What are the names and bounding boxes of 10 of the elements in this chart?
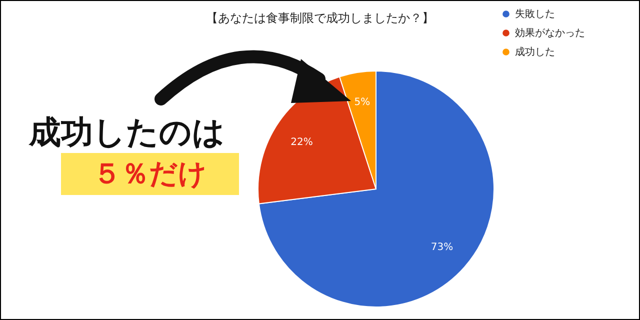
legend-label: 失敗した — [515, 8, 555, 20]
chart-title: 【あなたは食事制限で成功しましたか？】 — [206, 11, 434, 25]
text: ５％だけ — [61, 153, 239, 195]
data-label: 5% — [354, 97, 370, 108]
pie-slice — [258, 70, 494, 308]
data-label: 22% — [290, 136, 313, 148]
text: 成功したのは — [29, 112, 225, 153]
legend-label: 効果がなかった — [515, 27, 585, 39]
data-label: 73% — [430, 242, 454, 254]
legend-label: 成功した — [515, 46, 555, 58]
